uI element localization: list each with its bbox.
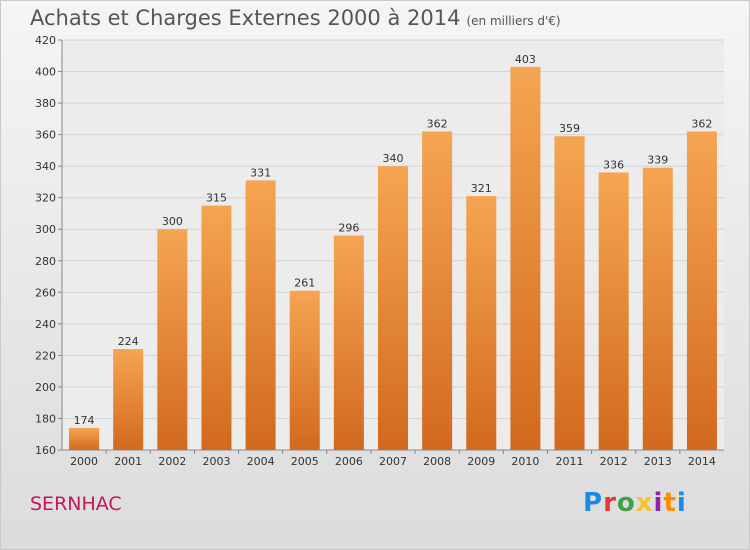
y-tick-label: 240 xyxy=(35,318,56,331)
data-label-2001: 224 xyxy=(118,335,139,348)
y-tick-label: 180 xyxy=(35,412,56,425)
y-tick-label: 220 xyxy=(35,349,56,362)
y-tick-label: 320 xyxy=(35,192,56,205)
x-tick-label-2002: 2002 xyxy=(158,455,186,468)
data-label-2011: 359 xyxy=(559,122,580,135)
x-tick-label-2001: 2001 xyxy=(114,455,142,468)
bar-2000 xyxy=(69,427,100,450)
logo-letter: t xyxy=(663,488,677,518)
bar-2009 xyxy=(466,196,497,450)
x-tick-label-2012: 2012 xyxy=(600,455,628,468)
y-tick-label: 160 xyxy=(35,444,56,457)
data-label-2000: 174 xyxy=(74,414,95,427)
town-name: SERNHAC xyxy=(30,493,122,515)
logo-letter: i xyxy=(676,488,687,518)
x-tick-label-2005: 2005 xyxy=(291,455,319,468)
y-tick-label: 260 xyxy=(35,286,56,299)
data-label-2012: 336 xyxy=(603,158,624,171)
data-label-2005: 261 xyxy=(294,277,315,290)
logo-letter: o xyxy=(616,488,636,518)
x-tick-label-2010: 2010 xyxy=(511,455,539,468)
bar-2007 xyxy=(377,166,409,450)
data-label-2006: 296 xyxy=(338,222,359,235)
logo-letter: r xyxy=(603,488,617,518)
bar-2002 xyxy=(157,229,188,450)
x-tick-label-2013: 2013 xyxy=(644,455,672,468)
bar-2008 xyxy=(422,131,453,450)
bar-2014 xyxy=(686,131,717,450)
data-label-2002: 300 xyxy=(162,215,183,228)
bars-group: 174 224 300 315 331 261 296 340 362 321 403 359 336 3… xyxy=(69,53,717,451)
y-tick-label: 360 xyxy=(35,129,56,142)
logo-letter: x xyxy=(635,488,654,518)
y-tick-label: 400 xyxy=(35,66,56,79)
bar-2010 xyxy=(510,66,541,451)
data-label-2009: 321 xyxy=(471,182,492,195)
y-tick-label: 300 xyxy=(35,223,56,236)
proxiti-logo: Proxiti xyxy=(583,488,687,518)
chart-subtitle: (en milliers d'€) xyxy=(466,14,561,28)
data-label-2010: 403 xyxy=(515,53,536,66)
title-text: Achats et Charges Externes 2000 à 2014 xyxy=(30,6,461,30)
bar-2013 xyxy=(642,167,673,450)
bar-2006 xyxy=(333,235,364,450)
data-label-2003: 315 xyxy=(206,192,227,205)
y-tick-label: 200 xyxy=(35,381,56,394)
data-label-2004: 331 xyxy=(250,166,271,179)
bar-2001 xyxy=(113,349,144,450)
y-tick-label: 420 xyxy=(35,34,56,47)
y-tick-label: 340 xyxy=(35,160,56,173)
logo-letter: P xyxy=(583,488,604,518)
bar-2012 xyxy=(598,172,629,450)
y-axis: 160 180 200 220 240 260 280 300 320 340 360 380 400 4… xyxy=(35,34,63,457)
bar-2003 xyxy=(201,205,232,450)
y-tick-label: 280 xyxy=(35,255,56,268)
x-tick-label-2000: 2000 xyxy=(70,455,98,468)
chart-title: Achats et Charges Externes 2000 à 2014 (e… xyxy=(30,6,561,30)
data-label-2007: 340 xyxy=(383,152,404,165)
bar-2011 xyxy=(554,136,585,450)
logo-letter: i xyxy=(653,488,664,518)
bar-2005 xyxy=(289,290,320,450)
x-tick-label-2008: 2008 xyxy=(423,455,451,468)
data-label-2008: 362 xyxy=(427,117,448,130)
x-tick-label-2011: 2011 xyxy=(556,455,584,468)
x-tick-label-2009: 2009 xyxy=(467,455,495,468)
x-tick-label-2003: 2003 xyxy=(202,455,230,468)
x-tick-label-2004: 2004 xyxy=(247,455,275,468)
x-axis: 2000 2001 2002 2003 2004 2005 2006 2007 2008 2009… xyxy=(62,449,724,468)
data-label-2014: 362 xyxy=(691,117,712,130)
data-label-2013: 339 xyxy=(647,154,668,167)
y-tick-label: 380 xyxy=(35,97,56,110)
x-tick-label-2014: 2014 xyxy=(688,455,716,468)
bar-2004 xyxy=(245,180,276,450)
x-tick-label-2007: 2007 xyxy=(379,455,407,468)
x-tick-label-2006: 2006 xyxy=(335,455,363,468)
